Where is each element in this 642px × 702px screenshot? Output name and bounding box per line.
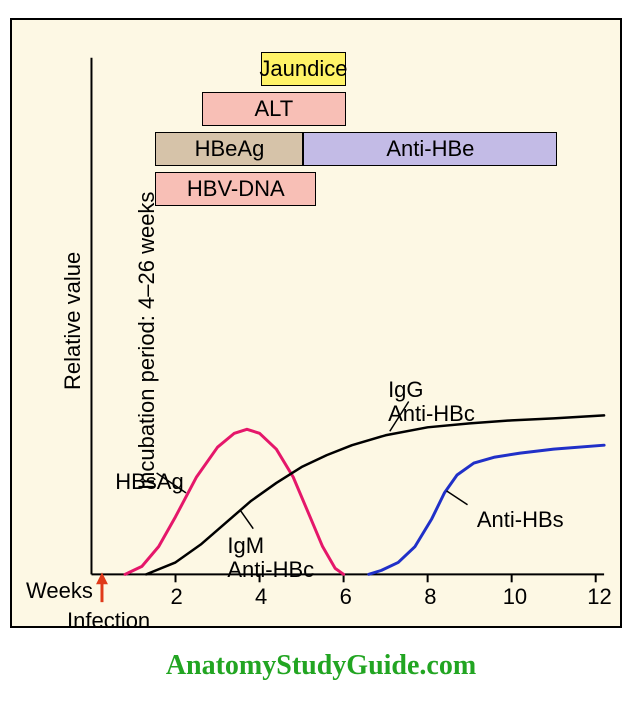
bar-jaundice: Jaundice [261,52,346,86]
y-axis-label: Relative value [60,252,86,390]
figure-frame: Relative value Incubation period: 4–26 w… [0,0,642,702]
label-igg-anti-hbc: IgGAnti-HBc [388,378,475,426]
incubation-period-label: Incubation period: 4–26 weeks [134,192,160,490]
x-axis-label: Weeks [26,578,93,604]
infection-label: Infection [67,608,150,634]
x-tick: 4 [255,584,267,610]
bar-anti-hbe: Anti-HBe [303,132,557,166]
bar-hbeag: HBeAg [155,132,303,166]
chart-panel: Relative value Incubation period: 4–26 w… [10,18,622,628]
label-igm-anti-hbc: IgMAnti-HBc [227,534,314,582]
x-tick: 10 [503,584,527,610]
x-tick: 8 [424,584,436,610]
x-tick: 12 [587,584,611,610]
bar-hbv-dna: HBV-DNA [155,172,316,206]
label-hbsag: HBsAg [115,470,183,494]
x-tick: 2 [170,584,182,610]
watermark-text: AnatomyStudyGuide.com [0,650,642,682]
x-tick: 6 [340,584,352,610]
label-anti-hbs: Anti-HBs [477,508,564,532]
bar-alt: ALT [202,92,346,126]
